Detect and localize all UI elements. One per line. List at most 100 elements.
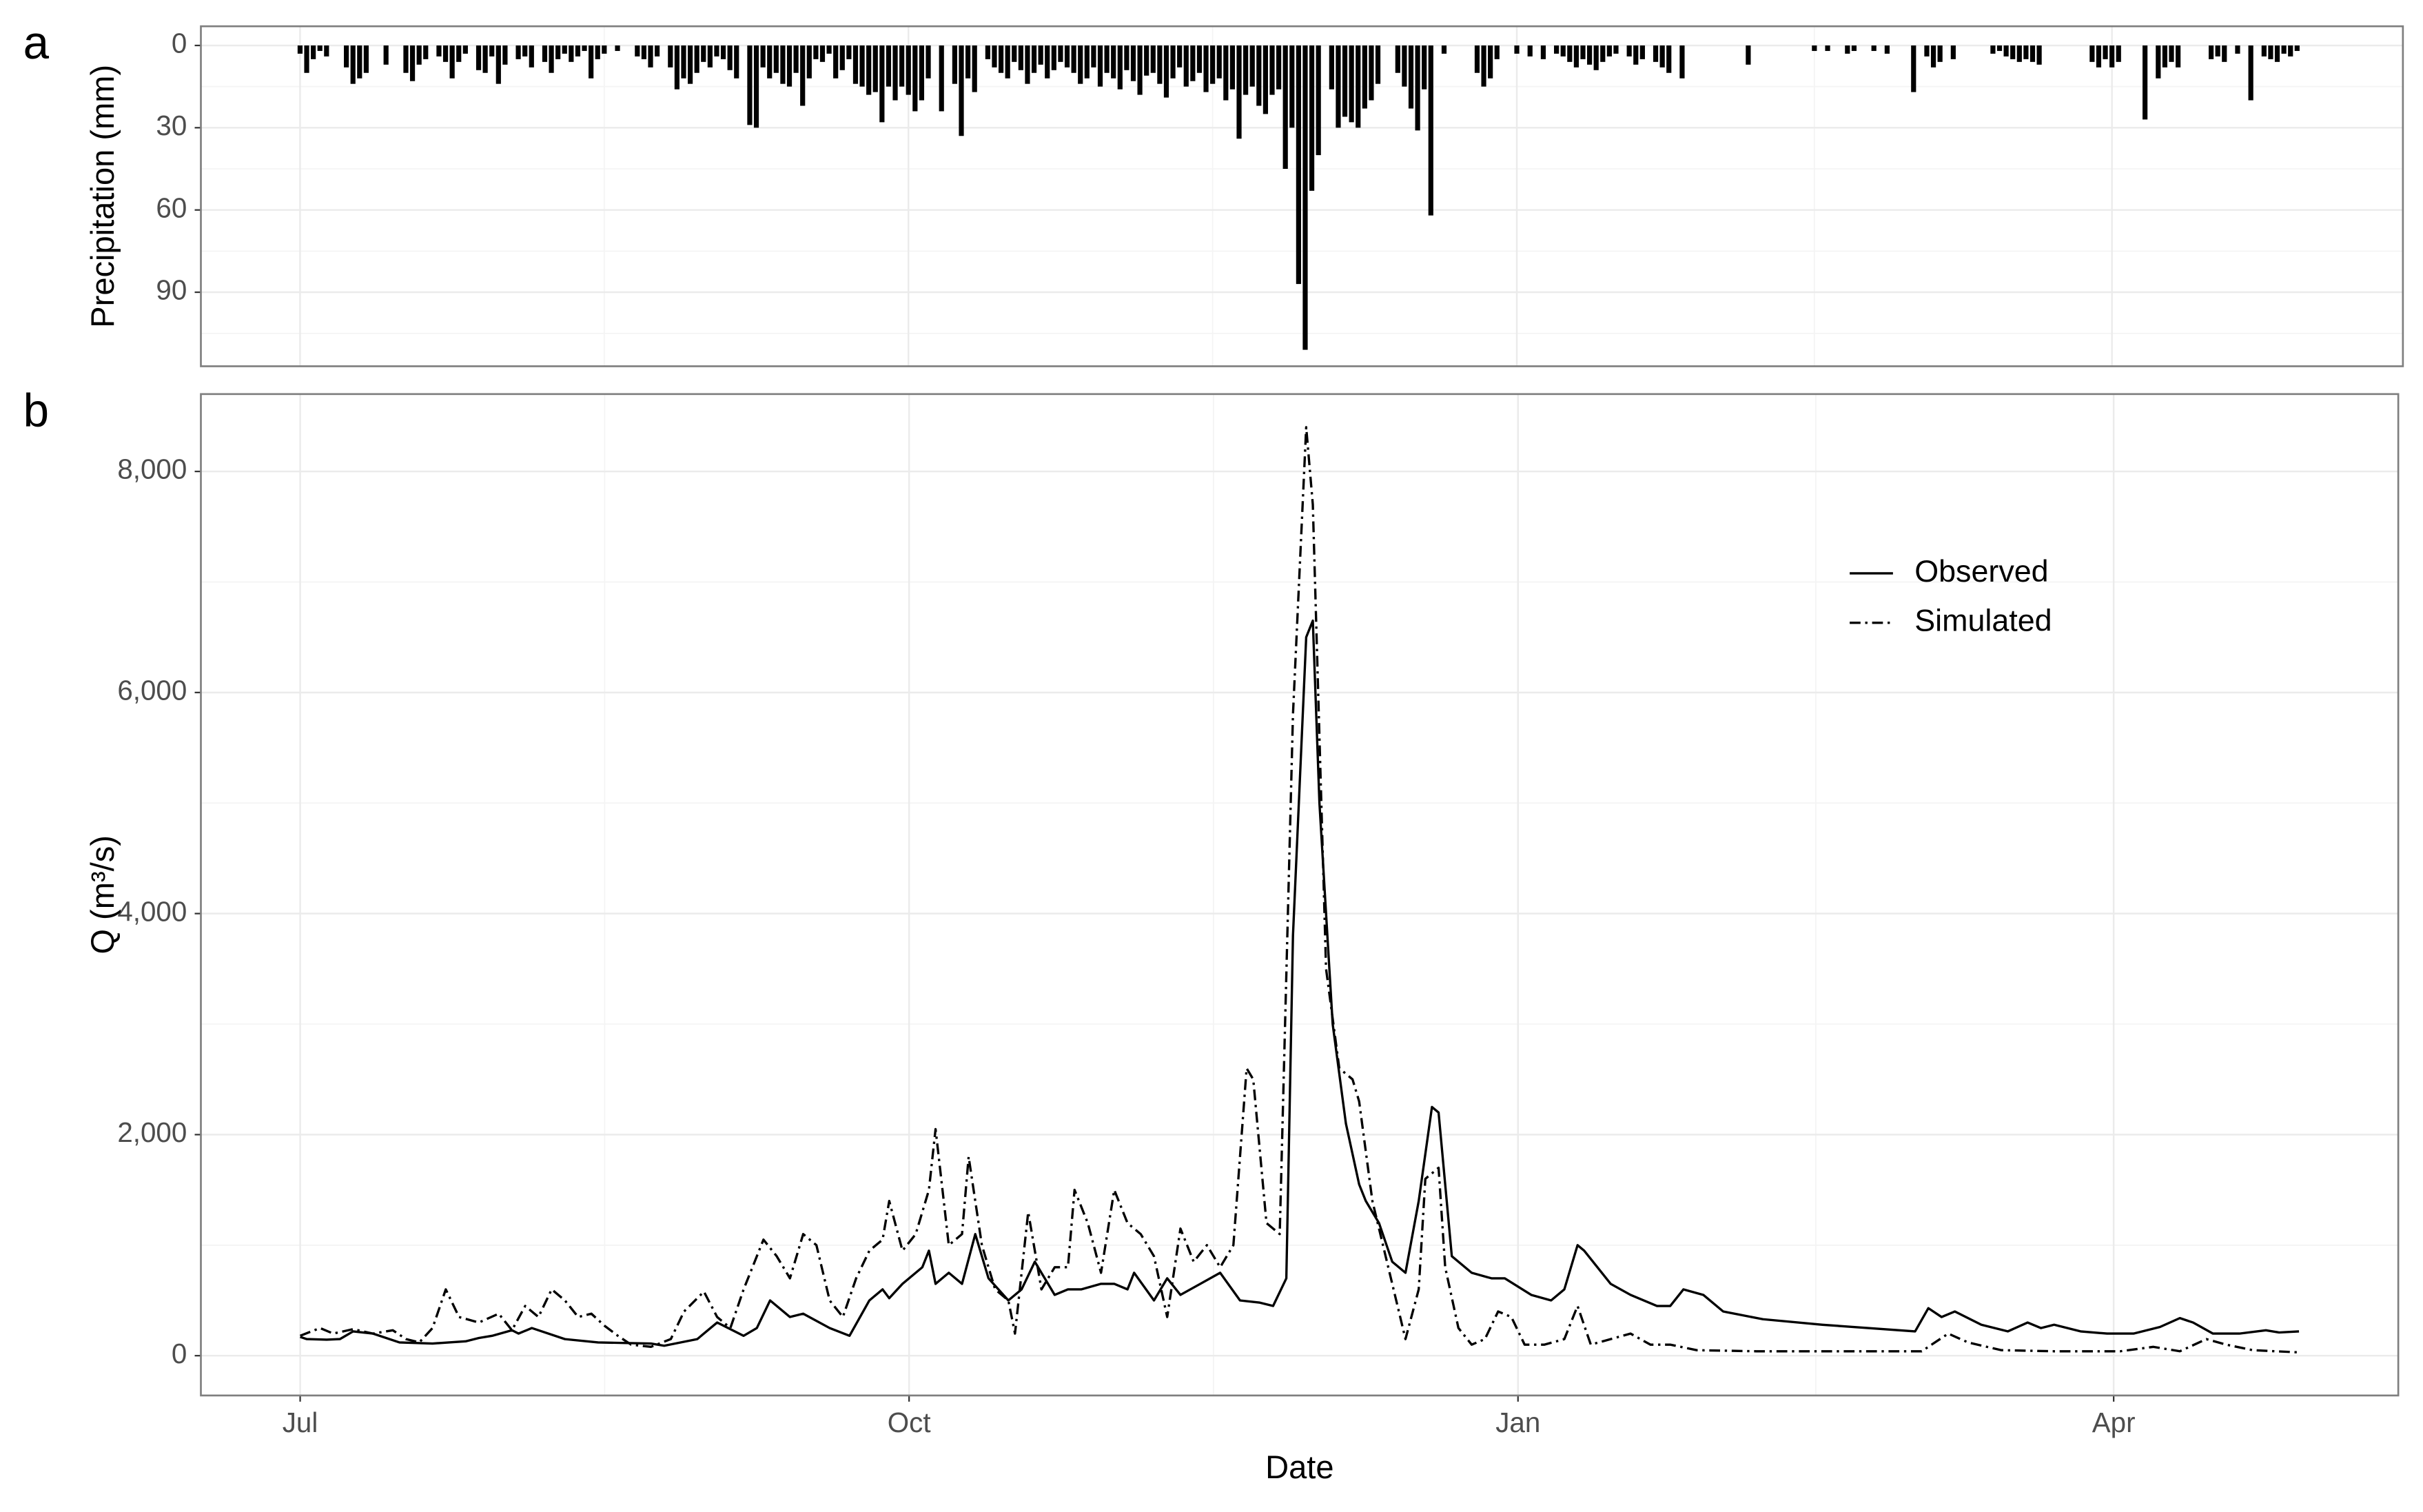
bar — [1078, 45, 1083, 84]
bar — [1296, 45, 1301, 285]
bar — [2268, 45, 2273, 59]
bar — [1606, 45, 1612, 57]
x-tick-label: Jan — [1495, 1407, 1540, 1438]
bar — [1329, 45, 1334, 90]
bar — [1223, 45, 1229, 101]
bar — [1012, 45, 1017, 62]
series-line — [300, 619, 2300, 1347]
bar — [1183, 45, 1189, 87]
bar — [615, 45, 620, 51]
bar — [602, 45, 607, 54]
bar — [1679, 45, 1685, 79]
legend-label: Simulated — [1914, 603, 2052, 638]
bar — [2116, 45, 2121, 62]
bar — [542, 45, 548, 62]
bar — [2215, 45, 2220, 57]
bar — [1474, 45, 1480, 73]
bar — [1415, 45, 1420, 131]
bar — [1395, 45, 1400, 73]
y-tick-label: 2,000 — [117, 1116, 187, 1148]
bar — [1051, 45, 1056, 70]
bar — [2175, 45, 2181, 68]
bar — [549, 45, 554, 73]
bar — [522, 45, 528, 57]
bar — [476, 45, 482, 70]
bar — [906, 45, 911, 95]
bar — [495, 45, 501, 84]
bar — [1871, 45, 1877, 51]
bar — [2016, 45, 2022, 62]
bar — [582, 45, 587, 51]
bar — [1481, 45, 1486, 87]
bar — [1937, 45, 1943, 62]
bar — [1441, 45, 1447, 54]
series-line — [299, 426, 2300, 1354]
bar — [1428, 45, 1433, 216]
bar — [859, 45, 865, 87]
bar — [1884, 45, 1890, 54]
bar — [1494, 45, 1500, 59]
y-tick-label: 30 — [156, 110, 187, 141]
bar — [1124, 45, 1129, 70]
bar — [2109, 45, 2115, 68]
bar — [1111, 45, 1116, 79]
bar — [674, 45, 679, 90]
bar — [965, 45, 971, 79]
bar — [926, 45, 931, 79]
bar — [2222, 45, 2227, 62]
bar — [1911, 45, 1916, 92]
bar — [1216, 45, 1222, 79]
panel-tag: b — [23, 385, 49, 437]
bar — [1091, 45, 1096, 68]
bar — [1375, 45, 1381, 84]
bar — [992, 45, 997, 68]
y-tick-label: 90 — [156, 274, 187, 306]
bar — [1349, 45, 1354, 123]
bar — [2010, 45, 2016, 59]
bar — [1289, 45, 1295, 128]
bar — [515, 45, 521, 59]
bar — [1045, 45, 1050, 79]
bar — [1996, 45, 2003, 51]
bar — [562, 45, 567, 54]
bar — [819, 45, 826, 62]
bar — [773, 45, 779, 73]
bar — [648, 45, 653, 68]
bar — [1137, 45, 1143, 95]
bar — [1150, 45, 1156, 73]
bar — [939, 45, 944, 112]
bar — [1316, 45, 1321, 156]
bar — [1362, 45, 1367, 109]
legend-label: Observed — [1914, 553, 2048, 589]
bar — [2023, 45, 2029, 59]
bar — [575, 45, 581, 57]
bar — [2162, 45, 2168, 68]
bar — [2208, 45, 2214, 59]
bar — [1117, 45, 1123, 90]
bar — [1514, 45, 1520, 54]
bar — [1031, 45, 1037, 73]
bar — [1580, 45, 1586, 59]
bar — [1950, 45, 1956, 59]
bar — [363, 45, 369, 73]
bar — [839, 45, 845, 70]
bar — [767, 45, 773, 79]
bar — [780, 45, 786, 84]
bar — [449, 45, 455, 79]
y-tick-label: 8,000 — [117, 453, 187, 485]
bar — [1626, 45, 1632, 57]
bar — [1262, 45, 1268, 114]
bar — [972, 45, 977, 92]
bar — [1243, 45, 1249, 95]
bar — [350, 45, 356, 84]
bar — [707, 45, 713, 68]
bar — [423, 45, 429, 59]
bar — [595, 45, 600, 59]
bar — [1058, 45, 1063, 62]
bar — [502, 45, 508, 65]
y-axis-title: Precipitation (mm) — [84, 65, 121, 328]
bar — [297, 45, 303, 54]
bar — [727, 45, 733, 70]
bar — [2156, 45, 2161, 79]
